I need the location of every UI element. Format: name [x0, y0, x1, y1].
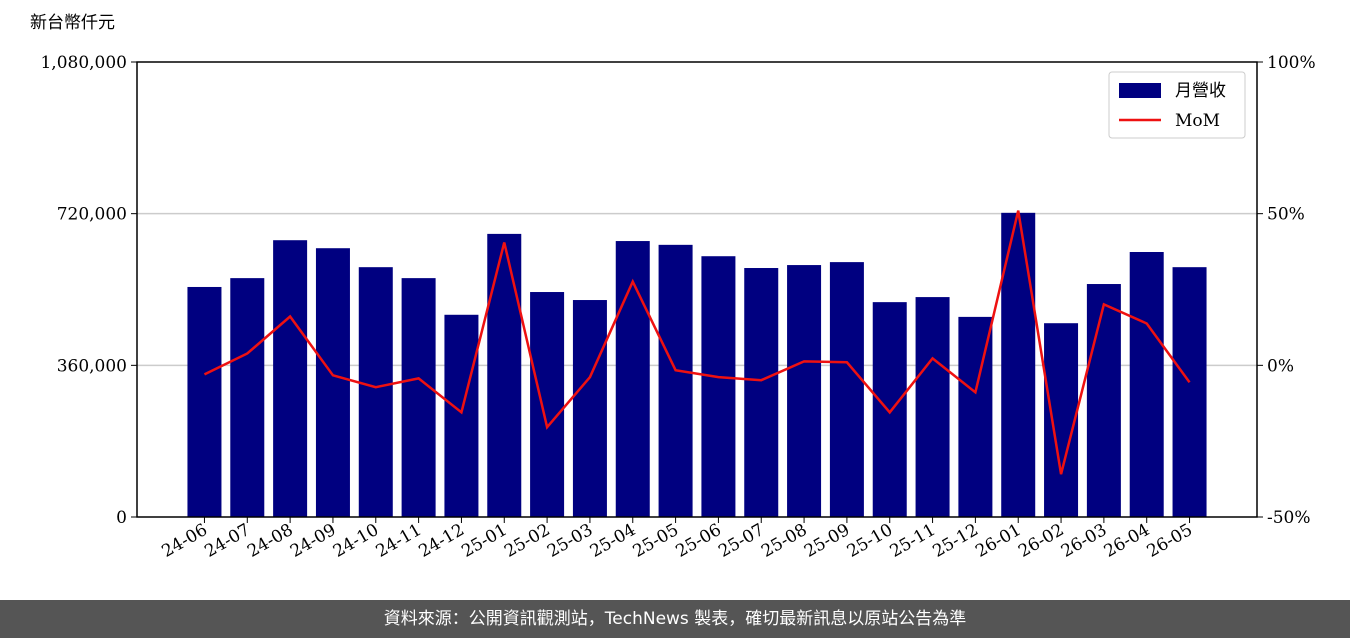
y2-tick-label: 100%	[1267, 53, 1316, 73]
x-tick-label: 24-07	[201, 520, 253, 562]
y-axis-label: 新台幣仟元	[30, 13, 115, 33]
bar	[744, 268, 779, 517]
x-tick-label: 24-10	[330, 520, 382, 562]
bar	[915, 297, 950, 517]
x-tick-label: 25-05	[630, 520, 682, 562]
bar	[872, 302, 907, 517]
x-tick-label: 24-06	[159, 520, 211, 562]
y-tick-label: 360,000	[57, 356, 127, 376]
legend-label: 月營收	[1175, 81, 1226, 101]
y2-tick-label: -50%	[1267, 508, 1311, 528]
x-tick-label: 26-04	[1101, 520, 1153, 562]
bar	[487, 233, 522, 517]
x-tick-label: 25-12	[929, 520, 981, 562]
bar	[615, 241, 650, 518]
bar	[1129, 252, 1164, 517]
x-tick-label: 26-03	[1058, 520, 1110, 562]
mom-line	[203, 210, 1191, 475]
bar	[701, 256, 736, 517]
x-tick-label: 26-01	[972, 520, 1024, 562]
legend-swatch	[1119, 83, 1161, 98]
x-tick-label: 25-03	[544, 520, 596, 562]
y-tick-label: 0	[116, 508, 127, 528]
x-tick-label: 24-08	[244, 520, 296, 562]
y2-tick-label: 50%	[1267, 205, 1305, 225]
x-tick-label: 24-11	[373, 520, 425, 562]
bar	[1044, 323, 1079, 517]
x-tick-label: 24-09	[287, 520, 339, 562]
plot-frame	[136, 61, 1258, 518]
y2-tick-label: 0%	[1267, 356, 1294, 376]
chart: 新台幣仟元 0 360,000 720,000 1,080,000 -50% 0% 50% 1…	[30, 13, 1316, 562]
y-tick-label: 720,000	[57, 205, 127, 225]
bar	[1172, 267, 1207, 517]
bar	[530, 292, 565, 517]
bar	[358, 267, 393, 517]
y-tick-label: 1,080,000	[40, 53, 127, 73]
x-tick-label: 25-10	[844, 520, 896, 562]
bar	[658, 244, 693, 517]
x-tick-label: 25-04	[587, 520, 639, 562]
x-tick-label: 25-07	[715, 520, 767, 562]
footer: 資料來源：公開資訊觀測站，TechNews 製表，確切最新訊息以原站公告為準	[0, 600, 1350, 638]
x-tick-label: 25-11	[887, 520, 939, 562]
x-tick-label: 25-02	[501, 520, 553, 562]
bar	[401, 278, 436, 517]
bar	[787, 265, 822, 517]
bar	[572, 300, 607, 517]
x-tick-label: 26-02	[1015, 520, 1067, 562]
bar	[187, 286, 222, 517]
bar	[315, 248, 350, 518]
bar	[958, 316, 993, 517]
x-tick-label: 25-09	[801, 520, 853, 562]
x-tick-label: 24-12	[415, 520, 467, 562]
bar	[1086, 284, 1121, 517]
x-tick-label: 26-05	[1144, 520, 1196, 562]
bar	[273, 240, 308, 518]
x-tick-label: 25-06	[672, 520, 724, 562]
bar	[829, 262, 864, 517]
legend-label: MoM	[1175, 111, 1220, 131]
bar	[444, 314, 479, 517]
x-tick-label: 25-01	[458, 520, 510, 562]
bar	[230, 278, 265, 517]
x-tick-label: 25-08	[758, 520, 810, 562]
